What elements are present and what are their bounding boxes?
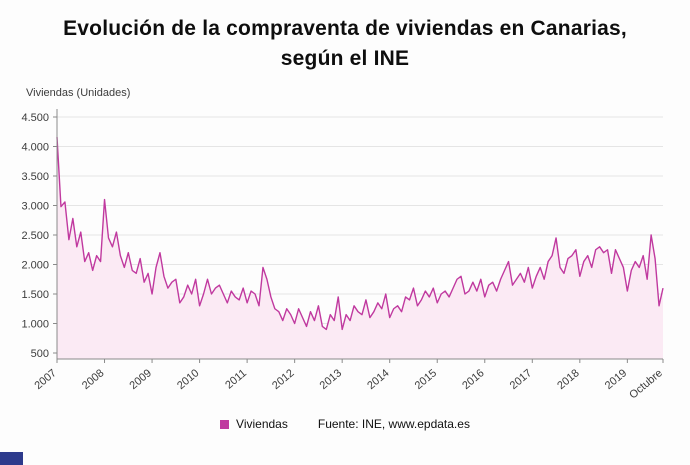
- x-tick-label: 2015: [413, 367, 439, 392]
- viviendas-series-label: Viviendas: [236, 417, 288, 431]
- viviendas-area-fill: [57, 137, 663, 359]
- title-line-2: según el INE: [280, 47, 410, 70]
- viviendas-series-marker: [220, 419, 230, 429]
- y-tick-label: 1.500: [21, 289, 49, 301]
- y-tick-label: 2.500: [21, 230, 49, 242]
- viviendas-line: [56, 137, 664, 331]
- y-tick-label: 3.500: [21, 171, 49, 183]
- x-tick-label: 2008: [80, 367, 106, 392]
- y-tick-label: 4.000: [21, 142, 49, 154]
- x-tick-label: 2019: [603, 367, 629, 392]
- y-axis-title: Viviendas (Unidades): [26, 87, 131, 99]
- x-tick-label: 2013: [318, 367, 344, 392]
- x-tick-label: 2007: [32, 367, 58, 392]
- y-tick-label: 3.000: [21, 201, 49, 213]
- y-tick-label: 1.000: [21, 319, 49, 331]
- x-tick-label: 2016: [460, 367, 486, 392]
- x-tick-label: 2012: [270, 367, 296, 392]
- y-tick-label: 2.000: [21, 260, 49, 272]
- source-text: Fuente: INE, www.epdata.es: [317, 417, 470, 431]
- x-tick-label: 2018: [555, 367, 581, 392]
- x-tick-label: 2011: [223, 367, 249, 391]
- y-tick-label: 500: [31, 348, 49, 360]
- title-line-1: Evolución de la compraventa de viviendas…: [63, 17, 627, 40]
- x-tick-label: 2017: [508, 367, 534, 392]
- bottom-left-accent: [0, 452, 23, 465]
- x-tick-label: Octubre: [627, 367, 665, 401]
- y-tick-label: 4.500: [21, 112, 49, 124]
- page-title: Evolución de la compraventa de viviendas…: [28, 14, 662, 74]
- x-tick-label: 2014: [365, 367, 391, 392]
- x-tick-label: 2009: [128, 367, 154, 392]
- x-tick-label: 2010: [175, 367, 201, 392]
- line-chart: 4.500 4.000 3.500 3.000 2.500 2.000 1.500 1.000…: [21, 109, 665, 401]
- legend: Viviendas Fuente: INE, www.epdata.es: [0, 417, 690, 431]
